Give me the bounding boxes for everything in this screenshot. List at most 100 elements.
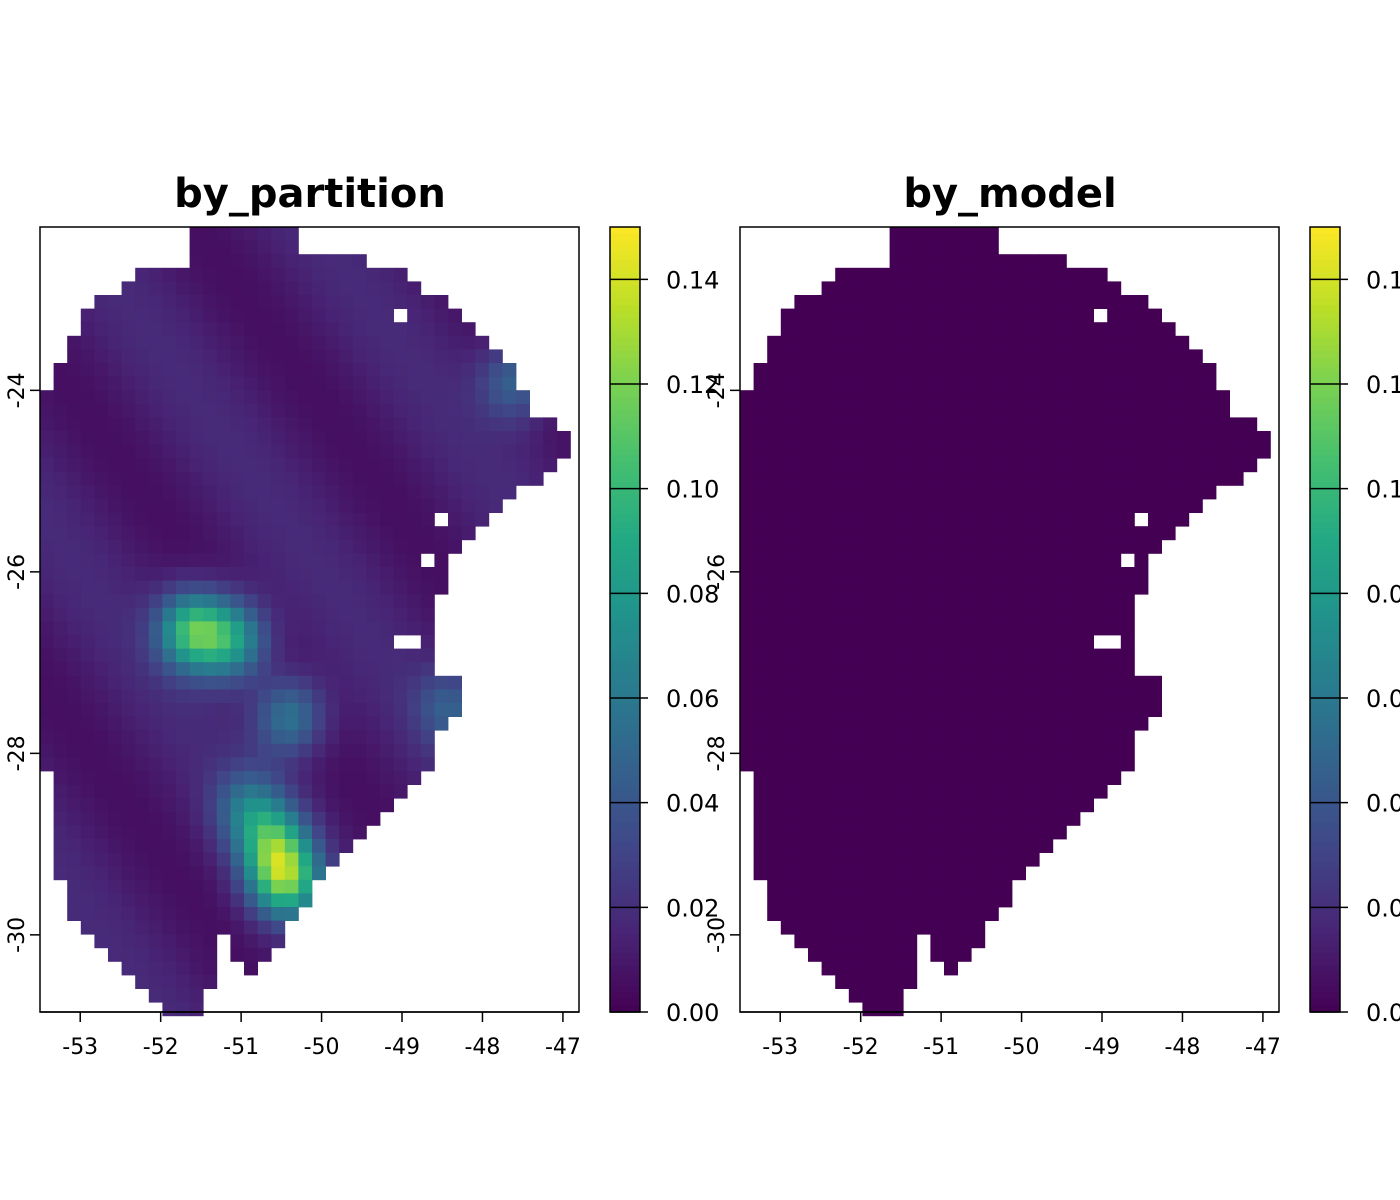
raster-cell bbox=[135, 267, 150, 282]
raster-cell bbox=[216, 675, 231, 690]
raster-cell bbox=[1052, 281, 1067, 296]
raster-cell bbox=[753, 689, 768, 704]
raster-cell bbox=[298, 281, 313, 296]
raster-cell bbox=[189, 471, 204, 486]
raster-cell bbox=[244, 512, 258, 527]
raster-cell bbox=[162, 784, 177, 799]
raster-cell bbox=[420, 730, 435, 745]
raster-cell bbox=[957, 349, 972, 364]
raster-cell bbox=[984, 852, 999, 867]
colorbar-swatch bbox=[610, 639, 640, 647]
raster-cell bbox=[1134, 349, 1149, 364]
raster-cell bbox=[916, 594, 931, 609]
raster-cell bbox=[189, 839, 204, 853]
raster-cell bbox=[135, 675, 150, 690]
raster-cell bbox=[135, 975, 150, 989]
y-tick-label: -26 bbox=[705, 554, 730, 590]
raster-cell bbox=[876, 975, 890, 989]
raster-cell bbox=[339, 390, 354, 405]
raster-cell bbox=[230, 703, 245, 717]
raster-cell bbox=[1148, 403, 1162, 418]
raster-cell bbox=[1120, 580, 1135, 595]
raster-cell bbox=[876, 961, 890, 976]
raster-cell bbox=[284, 607, 299, 622]
raster-cell bbox=[407, 757, 422, 772]
raster-cell bbox=[1025, 431, 1040, 445]
raster-cell bbox=[108, 539, 122, 554]
raster-cell bbox=[835, 961, 850, 976]
colorbar-swatch bbox=[610, 743, 640, 751]
raster-cell bbox=[393, 349, 408, 364]
raster-cell bbox=[821, 757, 836, 772]
raster-cell bbox=[339, 662, 354, 677]
raster-cell bbox=[393, 567, 408, 581]
raster-cell bbox=[971, 254, 986, 269]
raster-cell bbox=[1188, 349, 1203, 364]
raster-cell bbox=[393, 757, 408, 772]
raster-cell bbox=[848, 703, 863, 717]
raster-cell bbox=[1161, 349, 1176, 364]
raster-cell bbox=[1175, 512, 1190, 527]
raster-cell bbox=[998, 390, 1013, 405]
raster-cell bbox=[1066, 295, 1081, 309]
colorbar-swatch bbox=[610, 652, 640, 660]
raster-cell bbox=[67, 363, 82, 377]
raster-cell bbox=[930, 635, 945, 649]
raster-cell bbox=[67, 349, 82, 364]
raster-cell bbox=[1093, 281, 1108, 296]
raster-cell bbox=[203, 308, 218, 323]
raster-cell bbox=[67, 675, 82, 690]
raster-cell bbox=[876, 349, 890, 364]
raster-cell bbox=[434, 322, 449, 337]
raster-cell bbox=[434, 689, 449, 704]
raster-cell bbox=[740, 567, 754, 581]
raster-cell bbox=[1107, 757, 1122, 772]
raster-cell bbox=[984, 703, 999, 717]
raster-cell bbox=[148, 798, 163, 813]
raster-cell bbox=[1066, 499, 1081, 513]
raster-cell bbox=[380, 539, 394, 554]
raster-cell bbox=[971, 594, 986, 609]
raster-cell bbox=[488, 349, 503, 364]
colorbar-swatch bbox=[1310, 992, 1340, 1000]
raster-cell bbox=[380, 485, 394, 500]
raster-cell bbox=[889, 662, 904, 677]
raster-cell bbox=[420, 431, 435, 445]
raster-cell bbox=[216, 635, 231, 649]
raster-cell bbox=[984, 295, 999, 309]
raster-cell bbox=[1066, 458, 1081, 473]
colorbar-swatch bbox=[610, 841, 640, 850]
raster-cell bbox=[271, 322, 286, 337]
raster-cell bbox=[135, 648, 150, 663]
raster-cell bbox=[1202, 485, 1217, 500]
raster-cell bbox=[1107, 431, 1122, 445]
raster-cell bbox=[162, 403, 177, 418]
raster-cell bbox=[1025, 349, 1040, 364]
raster-cell bbox=[108, 607, 122, 622]
colorbar-swatch bbox=[1310, 946, 1340, 954]
raster-cell bbox=[916, 553, 931, 568]
raster-cell bbox=[889, 947, 904, 962]
raster-cell bbox=[876, 594, 890, 609]
raster-cell bbox=[794, 662, 809, 677]
raster-cell bbox=[67, 648, 82, 663]
raster-cell bbox=[488, 485, 503, 500]
raster-cell bbox=[1052, 703, 1067, 717]
raster-cell bbox=[808, 335, 822, 350]
raster-cell bbox=[352, 485, 367, 500]
raster-cell bbox=[916, 512, 931, 527]
raster-cell bbox=[957, 539, 972, 554]
raster-cell bbox=[957, 240, 972, 255]
raster-cell bbox=[903, 852, 918, 867]
raster-cell bbox=[339, 743, 354, 758]
raster-cell bbox=[135, 376, 150, 391]
raster-cell bbox=[516, 390, 530, 405]
raster-cell bbox=[753, 703, 768, 717]
raster-cell bbox=[1066, 580, 1081, 595]
raster-cell bbox=[889, 771, 904, 785]
raster-cell bbox=[1120, 648, 1135, 663]
raster-cell bbox=[339, 635, 354, 649]
raster-cell bbox=[203, 240, 218, 255]
raster-cell bbox=[380, 322, 394, 337]
raster-cell bbox=[1120, 526, 1135, 541]
